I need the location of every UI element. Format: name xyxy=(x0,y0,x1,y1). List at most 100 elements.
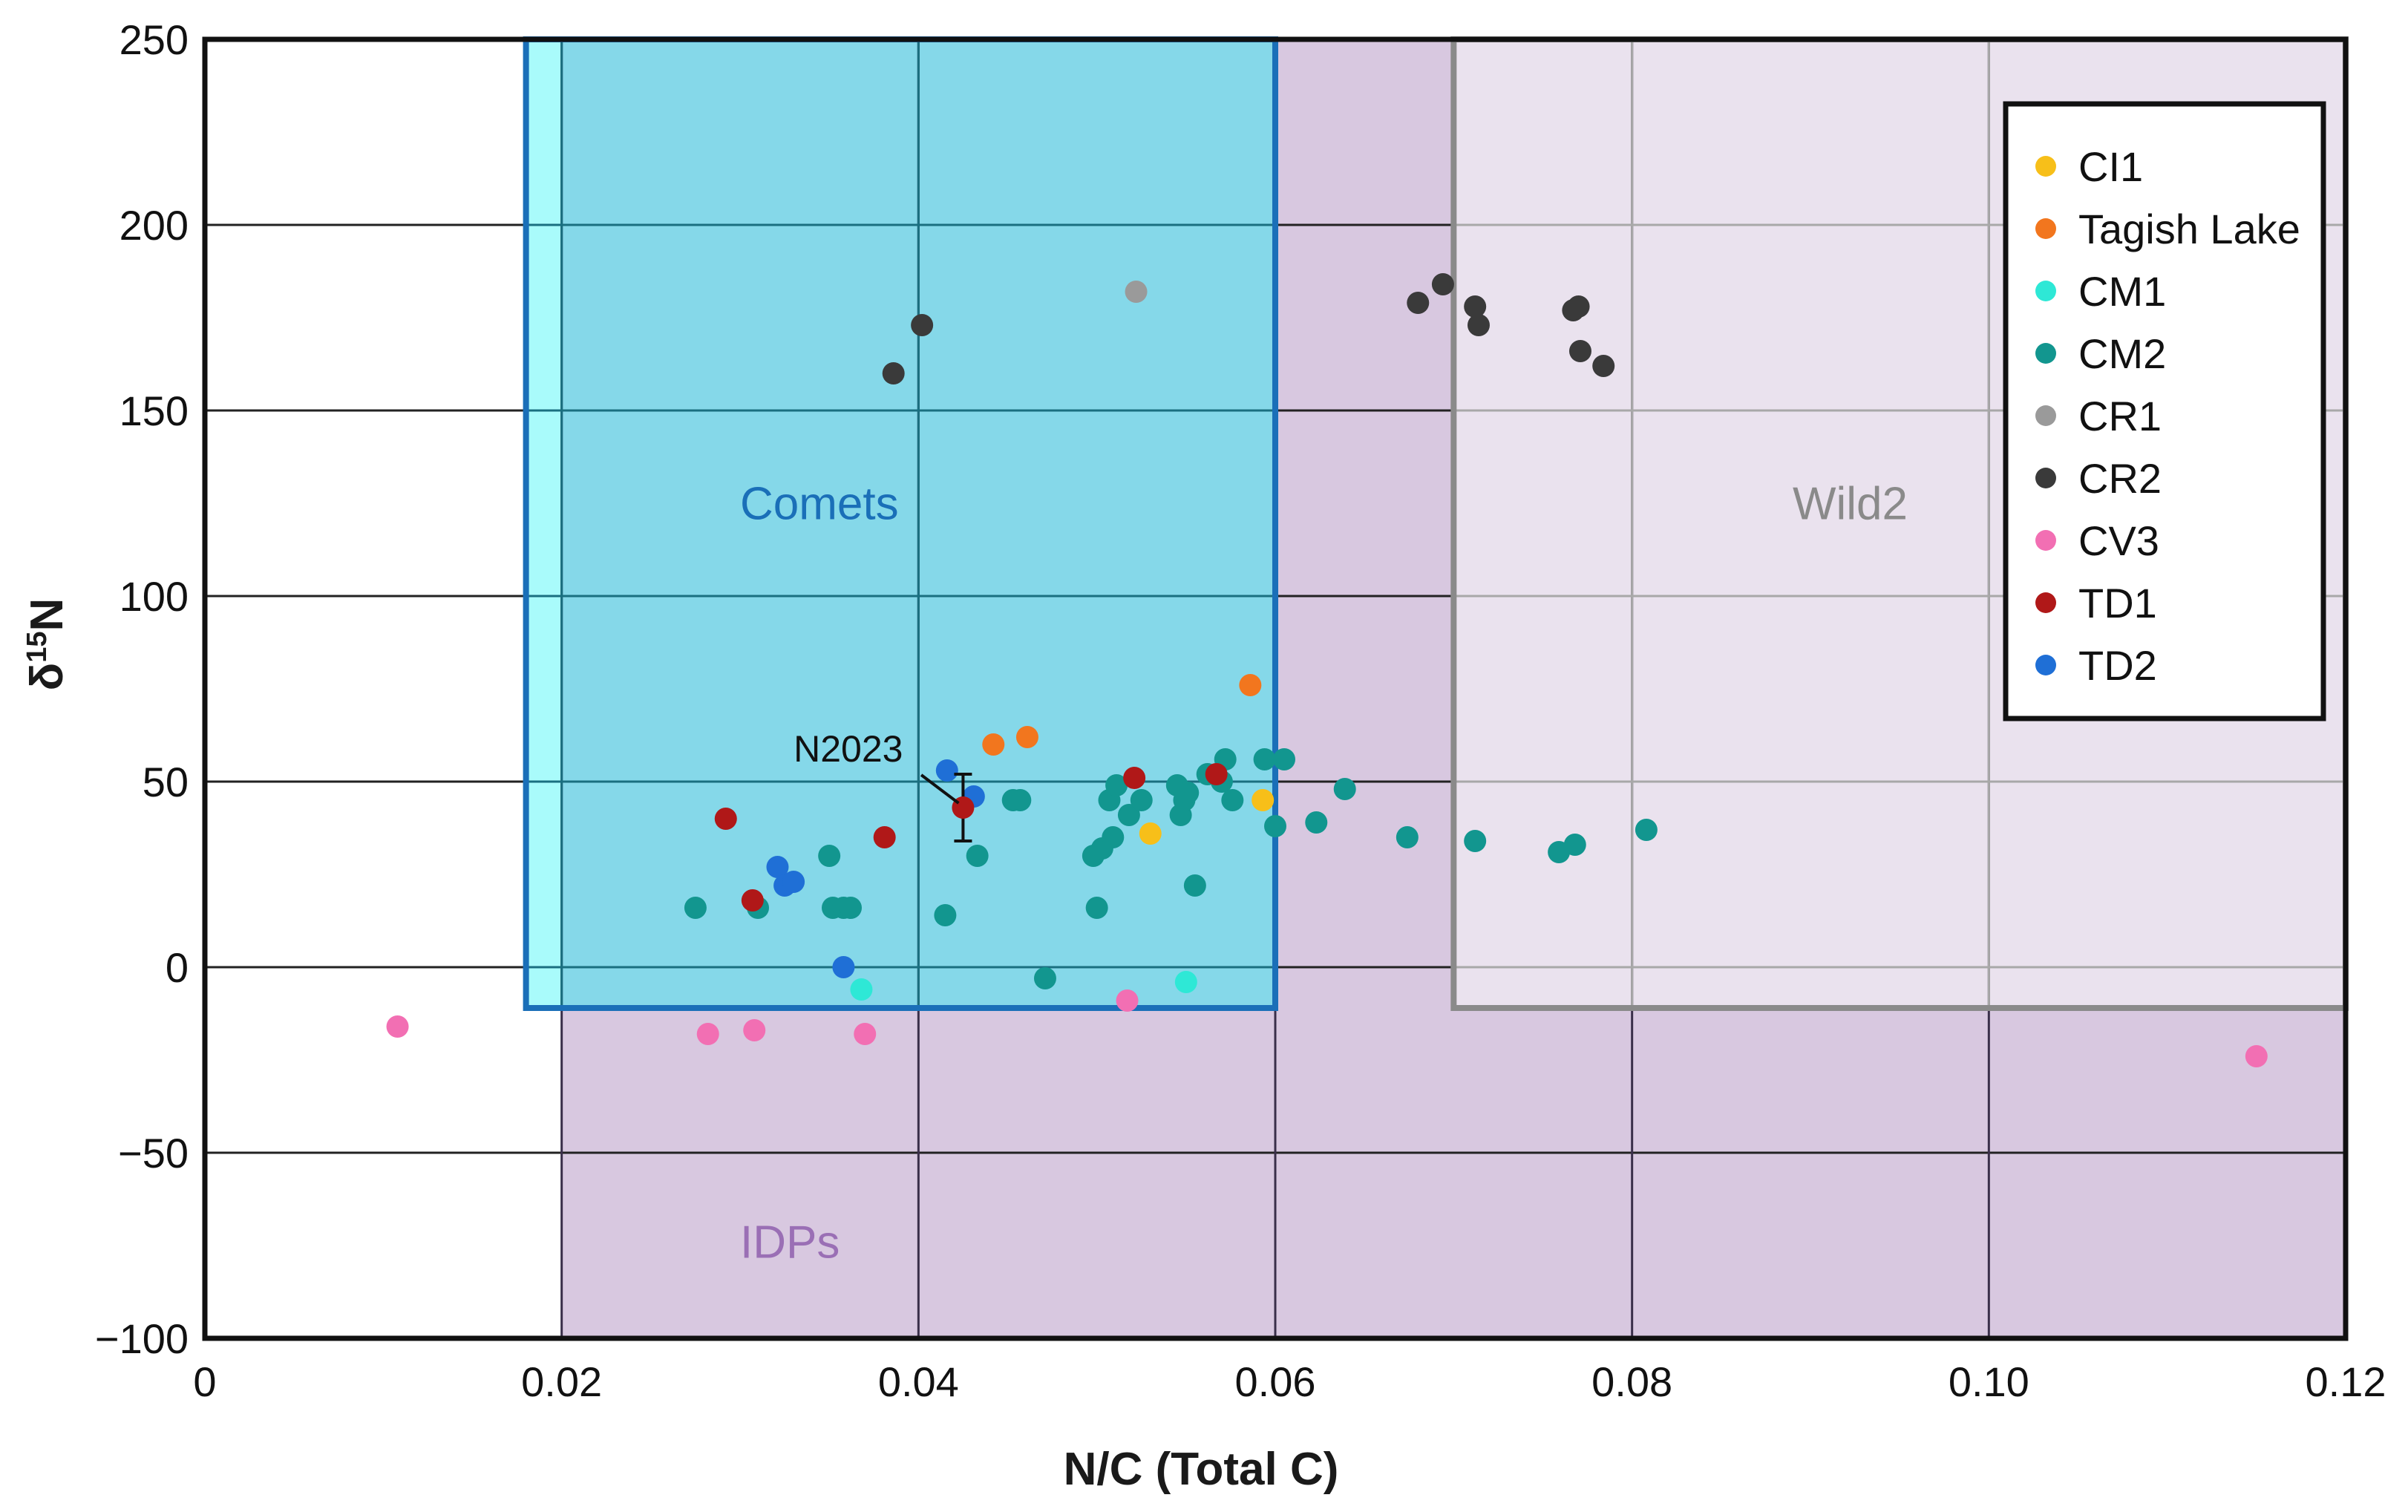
point-cm2 xyxy=(1105,774,1128,796)
point-cv3 xyxy=(386,1015,409,1038)
point-td1 xyxy=(873,826,896,848)
legend: CI1 Tagish Lake CM1 CM2 CR1 CR2 CV3 TD1 TD2 xyxy=(2003,101,2326,721)
region-label-idps: IDPs xyxy=(740,1217,840,1268)
legend-marker-td1 xyxy=(2035,592,2056,613)
point-cv3 xyxy=(2245,1045,2268,1067)
point-cm2 xyxy=(1396,826,1419,848)
point-cr2 xyxy=(1407,292,1430,314)
point-cm1 xyxy=(1174,971,1197,993)
legend-marker-td2 xyxy=(2035,655,2056,675)
y-tick-label: 0 xyxy=(166,944,189,991)
point-cr2 xyxy=(1592,355,1615,377)
point-cm2 xyxy=(1085,897,1108,919)
point-cm2 xyxy=(1563,834,1586,856)
point-cm2 xyxy=(1221,789,1244,811)
point-cm2 xyxy=(1033,967,1056,989)
annotation-label: N2023 xyxy=(794,728,903,770)
region-comets xyxy=(526,39,1275,1008)
legend-marker-ci1 xyxy=(2035,156,2056,177)
plot-frame xyxy=(202,36,2349,1341)
point-td2 xyxy=(766,856,789,878)
x-tick-label: 0.12 xyxy=(2306,1358,2386,1405)
x-tick-label: 0.02 xyxy=(521,1358,602,1405)
point-cm2 xyxy=(934,904,957,926)
y-tick-label: 50 xyxy=(143,759,189,805)
point-cv3 xyxy=(743,1019,766,1041)
x-axis-title: N/C (Total C) xyxy=(1064,1444,1339,1495)
legend-label-td1: TD1 xyxy=(2078,580,2157,626)
x-tick-label: 0 xyxy=(193,1358,216,1405)
point-cm1 xyxy=(850,978,873,1001)
point-tagish-lake xyxy=(1015,726,1038,748)
point-cm2 xyxy=(1264,815,1286,837)
point-cm2 xyxy=(1305,811,1328,834)
point-tagish-lake xyxy=(982,733,1005,756)
legend-marker-cr2 xyxy=(2035,468,2056,488)
point-cr2 xyxy=(1567,295,1590,318)
point-cm2 xyxy=(1183,874,1206,897)
x-tick-label: 0.10 xyxy=(1949,1358,2029,1405)
point-cm2 xyxy=(684,897,707,919)
point-cr2 xyxy=(1431,273,1454,295)
point-cm2 xyxy=(1009,789,1032,811)
legend-label-tagish-lake: Tagish Lake xyxy=(2078,206,2300,252)
point-td1 xyxy=(1123,767,1146,789)
y-tick-label: −100 xyxy=(95,1315,189,1362)
point-cr2 xyxy=(1467,314,1490,336)
point-td2 xyxy=(832,956,855,978)
point-cv3 xyxy=(854,1023,877,1045)
y-tick-label: 150 xyxy=(120,387,189,434)
point-cr2 xyxy=(882,362,905,384)
point-cr1 xyxy=(1125,281,1148,303)
legend-label-cr2: CR2 xyxy=(2078,455,2162,502)
legend-label-cm2: CM2 xyxy=(2078,330,2166,377)
point-cm2 xyxy=(1635,819,1658,841)
point-cm2 xyxy=(1177,782,1200,804)
point-cm2 xyxy=(1253,748,1276,770)
point-tagish-lake xyxy=(1239,674,1262,696)
point-ci1 xyxy=(1139,822,1162,845)
annotation-leader-line xyxy=(920,773,960,805)
axes-layer: 0 0.02 0.04 0.06 0.08 0.10 0.12 −100 −50 0 50 100 15… xyxy=(22,16,2386,1495)
point-cv3 xyxy=(1116,989,1139,1012)
legend-marker-tagish-lake xyxy=(2035,218,2056,239)
points-layer xyxy=(386,273,2268,1067)
point-td2 xyxy=(935,759,958,782)
point-cm2 xyxy=(1102,826,1125,848)
point-td1 xyxy=(714,808,737,830)
point-cm2 xyxy=(1464,830,1487,852)
y-tick-label: 250 xyxy=(120,16,189,63)
point-cr2 xyxy=(1568,340,1591,362)
legend-marker-cr1 xyxy=(2035,405,2056,426)
point-td1 xyxy=(1205,763,1228,785)
region-label-comets: Comets xyxy=(740,478,899,529)
point-cm2 xyxy=(966,845,989,867)
region-label-wild2: Wild2 xyxy=(1793,478,1908,529)
legend-label-cm1: CM1 xyxy=(2078,268,2166,315)
y-tick-label: 100 xyxy=(120,573,189,620)
point-cm2 xyxy=(840,897,863,919)
point-cm2 xyxy=(1333,778,1356,800)
x-tick-label: 0.06 xyxy=(1235,1358,1316,1405)
annotation-layer: N2023 xyxy=(794,728,975,842)
point-cm2 xyxy=(1273,748,1296,770)
legend-label-td2: TD2 xyxy=(2078,642,2157,689)
x-tick-label: 0.04 xyxy=(878,1358,959,1405)
legend-marker-cm1 xyxy=(2035,281,2056,301)
point-ci1 xyxy=(1252,789,1275,811)
point-cm2 xyxy=(818,845,841,867)
legend-label-ci1: CI1 xyxy=(2078,143,2143,190)
legend-marker-cv3 xyxy=(2035,530,2056,551)
point-td1 xyxy=(741,889,764,912)
legend-marker-cm2 xyxy=(2035,343,2056,364)
point-cv3 xyxy=(696,1023,719,1045)
y-tick-label: 200 xyxy=(120,202,189,249)
y-axis-title: δ15N xyxy=(22,598,73,691)
legend-label-cv3: CV3 xyxy=(2078,517,2159,564)
point-td2 xyxy=(782,871,805,893)
legend-box xyxy=(2003,101,2326,721)
region-comets-strip xyxy=(526,39,562,1008)
legend-label-cr1: CR1 xyxy=(2078,393,2162,439)
